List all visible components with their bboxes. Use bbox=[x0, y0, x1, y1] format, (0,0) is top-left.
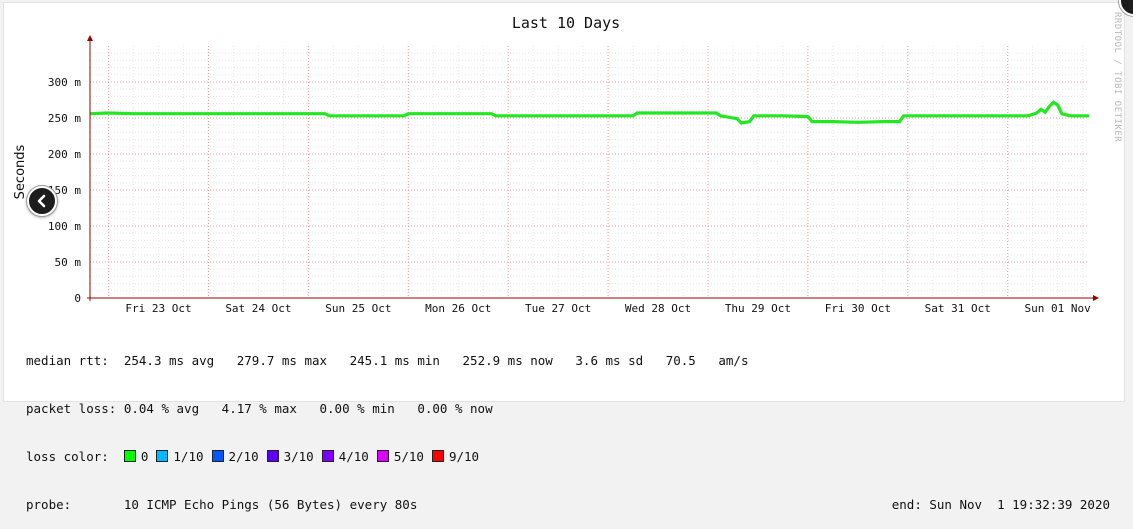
series-line-median-rtt bbox=[89, 100, 1089, 125]
loss-color-label-item: 3/10 bbox=[283, 449, 314, 464]
series-layer bbox=[89, 100, 1089, 125]
minor-grid bbox=[90, 46, 1089, 298]
loss-color-item: 4/10 bbox=[321, 449, 369, 464]
probe-value: 10 ICMP Echo Pings (56 Bytes) every 80s bbox=[123, 497, 418, 512]
loss-color-label-item: 5/10 bbox=[393, 449, 424, 464]
loss-color-item: 1/10 bbox=[156, 449, 204, 464]
y-axis-label: Seconds bbox=[13, 144, 28, 199]
loss-color-swatch bbox=[431, 450, 444, 462]
chevron-left-icon bbox=[37, 194, 46, 208]
loss-color-legend: 0 1/10 2/10 3/10 4/10 5/10 9/10 bbox=[123, 449, 487, 464]
x-tick-label: Sat 24 Oct bbox=[225, 302, 291, 315]
probe-row: probe: 10 ICMP Echo Pings (56 Bytes) eve… bbox=[26, 497, 1110, 513]
median-rtt-values: 254.3 ms avg 279.7 ms max 245.1 ms min 2… bbox=[123, 353, 749, 368]
loss-color-item: 9/10 bbox=[431, 449, 480, 464]
loss-color-swatch bbox=[156, 450, 169, 462]
probe-label: probe: bbox=[26, 497, 72, 512]
loss-color-swatch bbox=[376, 450, 389, 462]
x-tick-label: Fri 30 Oct bbox=[825, 302, 891, 315]
loss-color-label-item: 9/10 bbox=[448, 449, 480, 464]
loss-color-label-item: 0 bbox=[140, 449, 149, 464]
packet-loss-row: packet loss: 0.04 % avg 4.17 % max 0.00 … bbox=[26, 401, 1110, 417]
loss-color-label-item: 2/10 bbox=[228, 449, 259, 464]
y-tick-label: 200 m bbox=[48, 148, 81, 161]
x-axis-arrow-icon bbox=[1093, 295, 1099, 301]
previous-button[interactable] bbox=[27, 186, 57, 216]
x-tick-label: Wed 28 Oct bbox=[625, 302, 691, 315]
loss-color-swatch bbox=[321, 450, 334, 462]
stats-legend: median rtt: 254.3 ms avg 279.7 ms max 24… bbox=[26, 321, 1110, 529]
loss-color-swatch bbox=[123, 450, 136, 462]
loss-color-item: 5/10 bbox=[376, 449, 424, 464]
packet-loss-label: packet loss: bbox=[26, 401, 117, 416]
y-tick-label: 0 bbox=[74, 292, 81, 305]
y-tick-label: 300 m bbox=[48, 76, 81, 89]
loss-color-item: 3/10 bbox=[266, 449, 314, 464]
major-grid bbox=[90, 46, 1089, 298]
y-tick-label: 250 m bbox=[48, 112, 81, 125]
x-tick-label: Sun 25 Oct bbox=[325, 302, 391, 315]
loss-color-item: 0 bbox=[123, 449, 149, 464]
tick-labels: 0 50 m 100 m 150 m 200 m 250 m 300 m Fri 23 Oct… bbox=[48, 76, 1091, 315]
loss-color-label: loss color: bbox=[26, 449, 109, 464]
rrdtool-credit: RRDTOOL / TOBI OETIKER bbox=[1112, 12, 1122, 143]
x-tick-label: Mon 26 Oct bbox=[425, 302, 491, 315]
loss-color-label-item: 1/10 bbox=[173, 449, 204, 464]
packet-loss-values: 0.04 % avg 4.17 % max 0.00 % min 0.00 % … bbox=[123, 401, 493, 416]
chart-title: Last 10 Days bbox=[512, 14, 620, 32]
median-rtt-row: median rtt: 254.3 ms avg 279.7 ms max 24… bbox=[26, 353, 1110, 369]
end-time: end: Sun Nov 1 19:32:39 2020 bbox=[891, 497, 1110, 512]
median-rtt-label: median rtt: bbox=[26, 353, 109, 368]
x-tick-label: Sat 31 Oct bbox=[925, 302, 991, 315]
loss-color-swatch bbox=[266, 450, 279, 462]
x-tick-label: Thu 29 Oct bbox=[725, 302, 791, 315]
loss-color-item: 2/10 bbox=[211, 449, 259, 464]
axes bbox=[87, 35, 1099, 301]
y-tick-label: 50 m bbox=[55, 256, 82, 269]
x-tick-label: Tue 27 Oct bbox=[525, 302, 591, 315]
graph-frame bbox=[3, 2, 1125, 402]
y-tick-label: 100 m bbox=[48, 220, 81, 233]
loss-color-swatch bbox=[211, 450, 224, 462]
loss-color-row: loss color: 0 1/10 2/10 3/10 4/10 5/10 9/10 bbox=[26, 449, 1110, 465]
x-tick-label: Fri 23 Oct bbox=[125, 302, 191, 315]
x-tick-label: Sun 01 Nov bbox=[1025, 302, 1092, 315]
rtt-chart: 0 50 m 100 m 150 m 200 m 250 m 300 m Fri 23 Oct… bbox=[13, 14, 1099, 315]
y-tick-label: 150 m bbox=[48, 184, 81, 197]
loss-color-label-item: 4/10 bbox=[338, 449, 369, 464]
y-axis-arrow-icon bbox=[87, 35, 93, 41]
